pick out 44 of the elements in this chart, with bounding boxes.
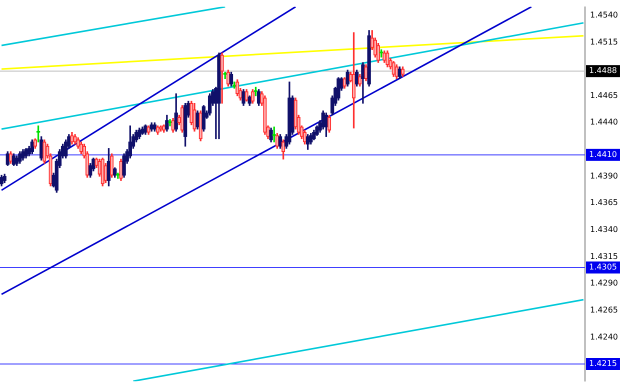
candlestick [281,139,286,160]
candlestick [110,153,114,178]
y-tick-label: 1.4240 [590,332,618,342]
candlestick [104,163,108,184]
candlestick [171,118,175,133]
candlestick [162,124,166,133]
candlestick [302,130,307,144]
y-tick-label: 1.4515 [590,37,618,46]
candlestick [70,132,74,144]
candlestick [364,64,368,82]
candlestick [342,77,346,89]
ref-line-label: 1.4410 [589,150,617,159]
candlestick [394,64,398,80]
candlestick [73,134,77,144]
ref-line-label: 1.4215 [589,359,617,368]
candlestick [392,61,396,77]
candlestick [327,114,332,133]
candlestick [352,32,356,128]
candlestick [119,158,123,181]
y-tick-label: 1.4290 [590,278,618,288]
y-tick-label: 1.4365 [590,198,618,208]
ref-line-label: 1.4488 [589,66,617,76]
candlestick [158,126,163,132]
y-tick-label: 1.4540 [590,10,618,20]
y-tick-label: 1.4440 [590,118,618,127]
y-tick-label: 1.4465 [590,90,618,100]
y-tick-label: 1.4315 [590,252,618,261]
candlestick [244,89,248,102]
candlestick [220,52,224,104]
y-tick-label: 1.4265 [590,305,618,314]
y-tick-label: 1.4340 [590,225,618,234]
ref-line-label: 1.4305 [589,262,617,272]
candlestick [236,79,240,96]
candlestick [42,139,46,164]
candlestick [358,74,362,87]
candlestick [146,126,150,135]
candlestick [192,103,196,132]
candlestick [386,50,390,68]
candlestick [226,70,230,87]
candlestick [198,110,202,142]
candlestick [250,89,255,104]
candlestick [275,133,280,149]
y-tick-label: 1.4390 [590,171,618,180]
candlestick [382,50,386,63]
